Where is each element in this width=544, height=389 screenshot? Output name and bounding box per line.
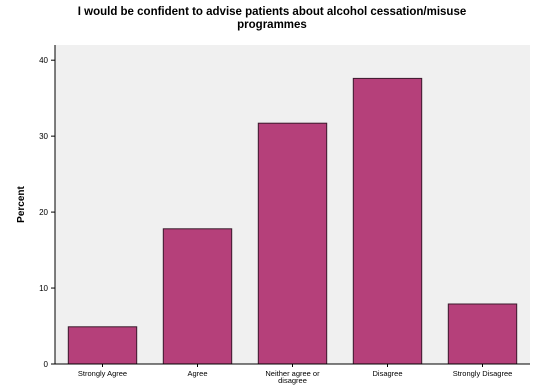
chart-title-line-2: programmes (237, 19, 307, 31)
x-tick-label: Strongly Agree (78, 369, 127, 378)
bar (352, 77, 423, 365)
x-tick-label: Agree (187, 369, 207, 378)
bar-group (67, 77, 518, 365)
y-axis-ticks: 0 10 20 30 40 (39, 56, 55, 369)
chart-title: I would be confident to advise patients … (0, 6, 544, 32)
y-tick-label: 0 (44, 360, 49, 369)
x-tick-label: Disagree (372, 369, 402, 378)
bar (162, 228, 233, 365)
bar (447, 303, 518, 365)
chart-title-line-1: I would be confident to advise patients … (77, 6, 467, 18)
x-axis-labels: Strongly Agree Agree Neither agree or disag… (78, 364, 512, 385)
y-tick-label: 20 (39, 208, 48, 217)
bar (257, 122, 328, 365)
y-axis-title: Percent (16, 185, 27, 222)
y-tick-label: 30 (39, 132, 48, 141)
x-tick-label: Strongly Disagree (453, 369, 513, 378)
bar (67, 326, 138, 365)
y-tick-label: 10 (39, 284, 48, 293)
y-tick-label: 40 (39, 56, 48, 65)
x-tick-label: Neither agree or disagree (265, 369, 320, 385)
